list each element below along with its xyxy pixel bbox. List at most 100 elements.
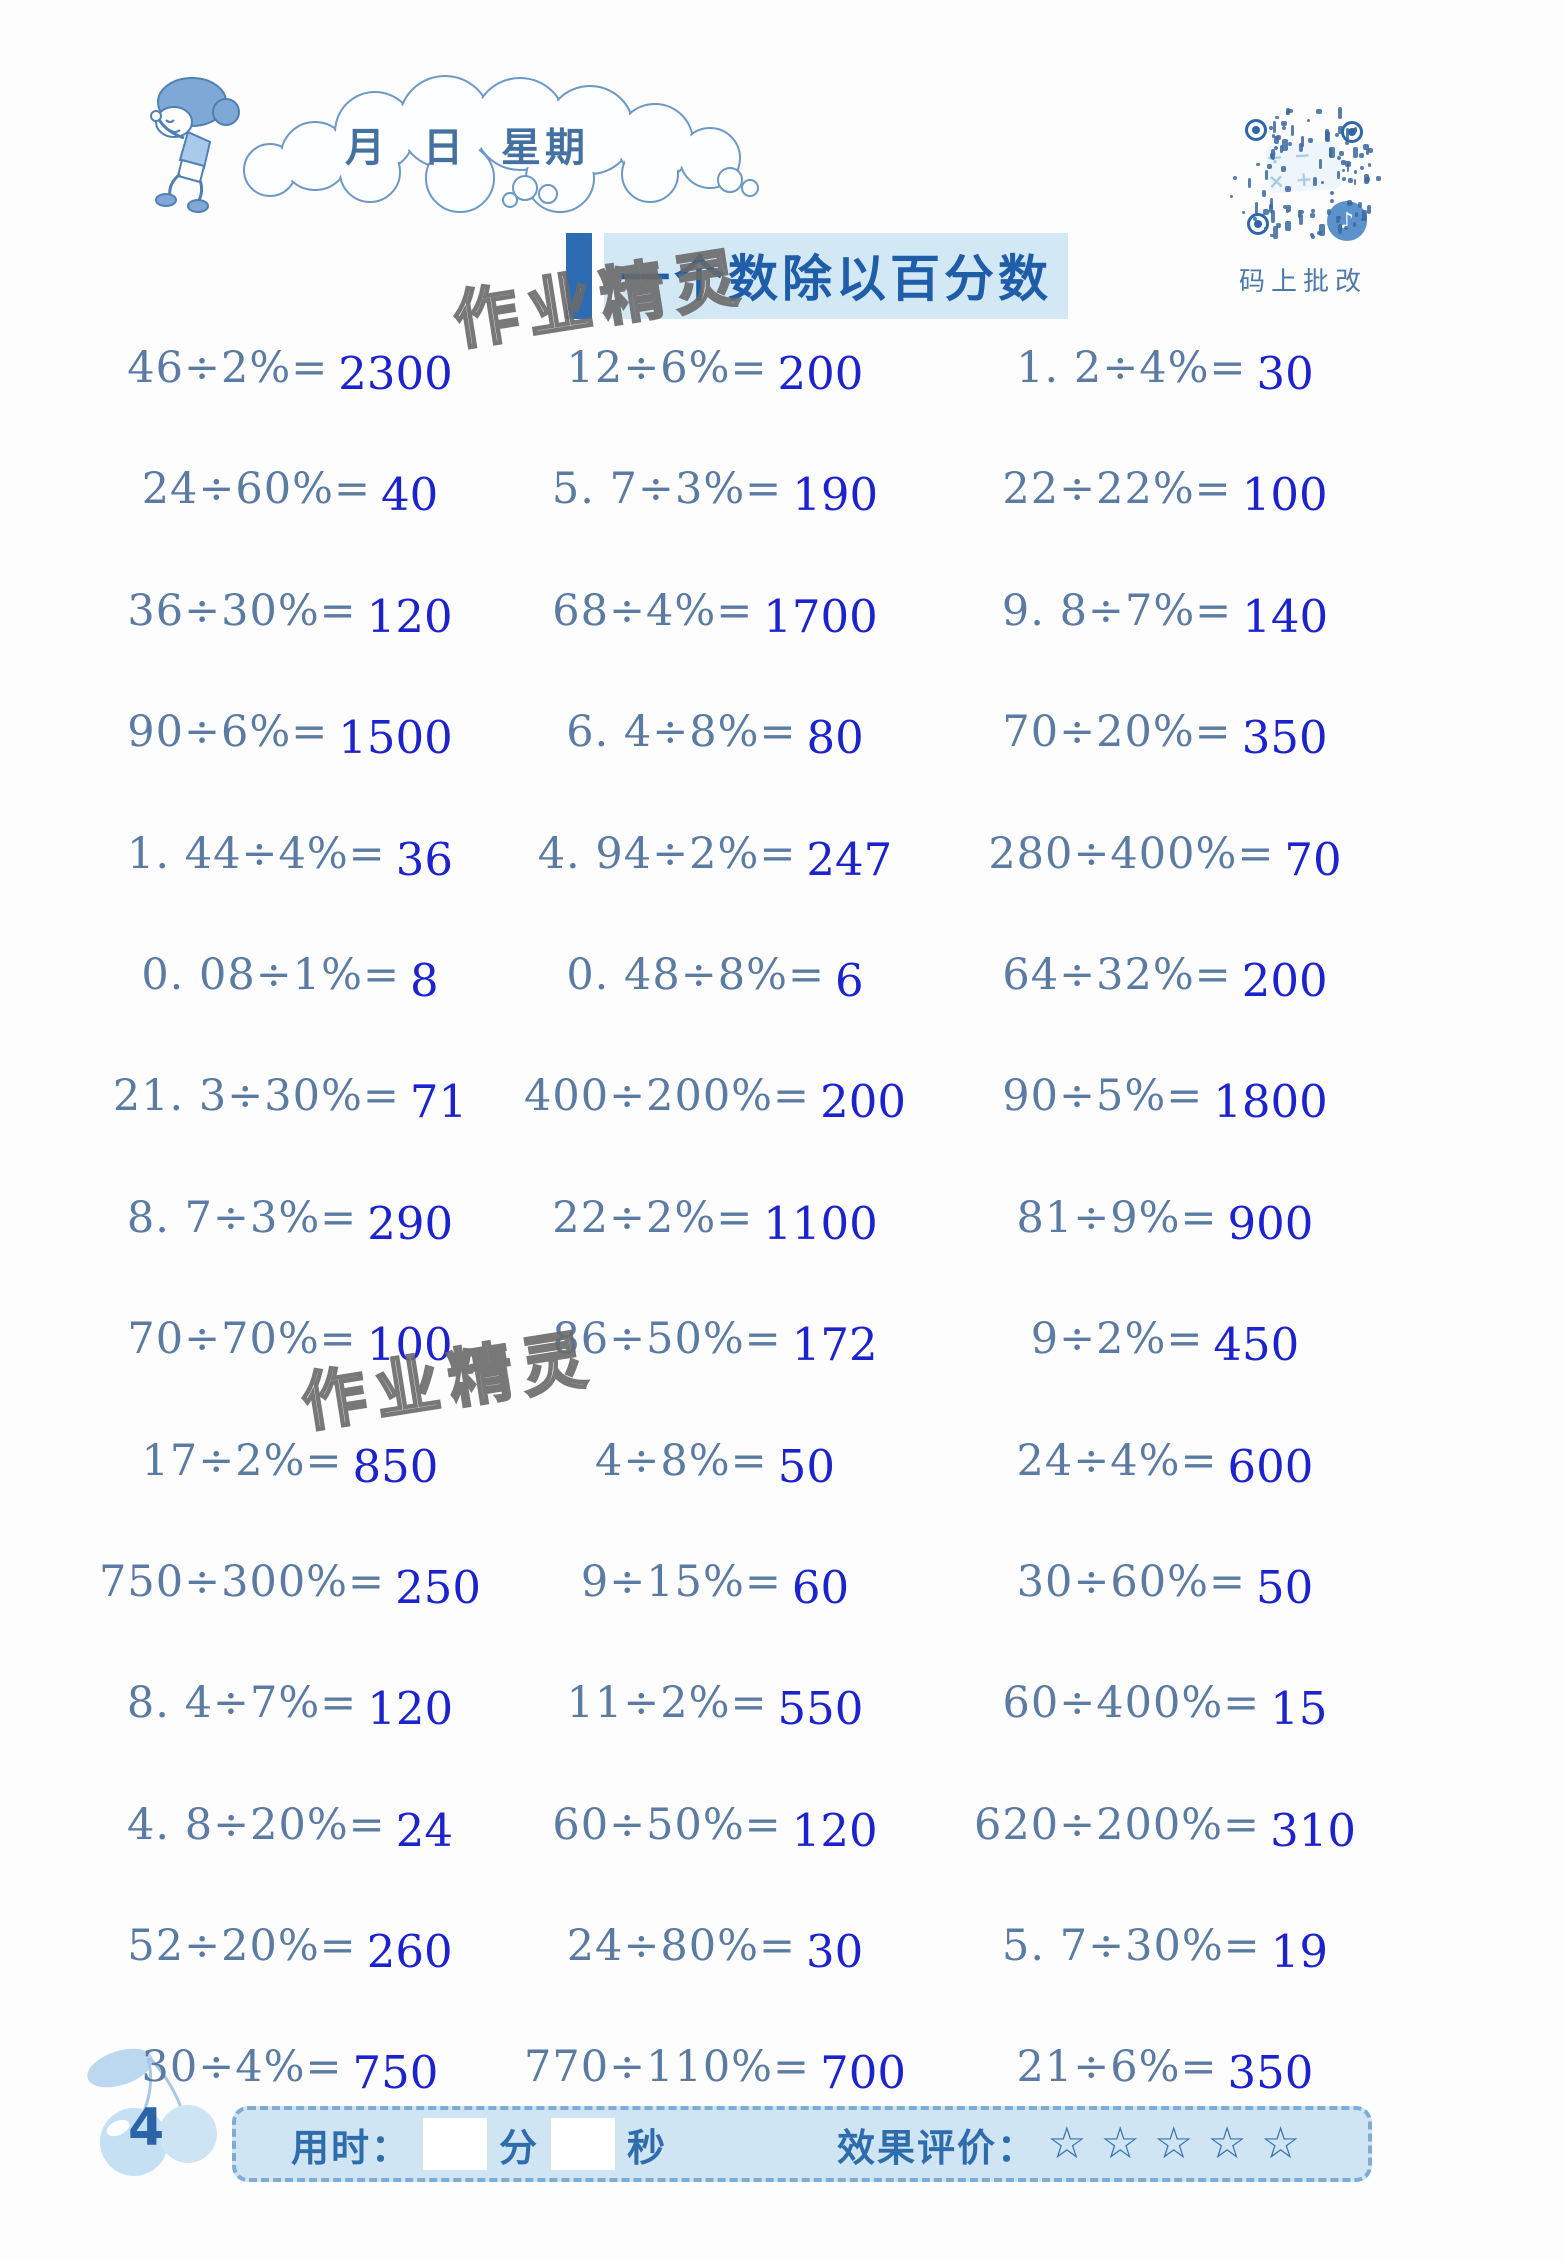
handwritten-answer: 200 [820,1075,906,1129]
problem-expression: 70÷20%= [1002,707,1232,758]
qr-dot [1347,178,1353,184]
qr-dot [1345,141,1349,145]
problem-expression: 68÷4%= [552,585,754,636]
qr-dot [1288,142,1293,147]
problem-cell: 0. 08÷1%= 8 [60,950,520,1071]
handwritten-answer: 60 [791,1560,850,1614]
problem-expression: 5. 7÷30%= [1002,1921,1261,1972]
problem-cell: 52÷20%= 260 [60,1921,520,2042]
handwritten-answer: 172 [791,1318,878,1372]
problem-expression: 46÷2%= [127,343,329,393]
qr-dot [1283,204,1287,209]
qr-dot [1308,138,1314,143]
problem-expression: 9. 8÷7%= [1001,585,1233,636]
handwritten-answer: 250 [395,1560,481,1614]
problem-cell: 24÷60%= 40 [60,464,520,585]
handwritten-answer: 36 [395,832,453,886]
qr-dot [1367,205,1372,214]
qr-dot [1272,120,1277,134]
problem-cell: 9. 8÷7%= 140 [910,586,1420,707]
problem-expression: 6. 4÷8%= [566,707,797,758]
cherry-illustration [87,2048,217,2176]
qr-dot [1329,147,1336,159]
qr-dot [1336,170,1340,179]
qr-dot [1328,148,1332,158]
handwritten-answer: 71 [409,1075,468,1129]
qr-dot [1325,130,1330,142]
problem-expression: 620÷200%= [974,1799,1261,1850]
running-kid-illustration [150,77,240,213]
qr-dot [1248,178,1252,189]
qr-dot [1272,226,1279,240]
problem-cell: 0. 48÷8%= 6 [520,950,910,1071]
handwritten-answer: 310 [1270,1803,1356,1857]
problem-expression: 22÷2%= [552,1192,754,1243]
qr-dot [1309,232,1315,238]
problem-cell: 9÷2%= 450 [910,1314,1420,1435]
date-labels: 月 日 星期 [345,115,745,173]
problem-expression: 60÷50%= [552,1799,782,1850]
problem-expression: 86÷50%= [552,1314,782,1365]
qr-dot [1274,145,1279,150]
qr-dot [1298,214,1304,225]
header-banner: 月 日 星期 [130,60,770,220]
qr-dot [1276,135,1281,140]
problem-cell: 4. 94÷2%= 247 [520,829,910,950]
qr-dot [1329,190,1334,195]
problems-grid: 46÷2%= 2300 12÷6%= 200 1. 2÷4%= 30 24÷60%= 40 5.… [60,343,1420,2164]
problem-cell: 90÷6%= 1500 [60,707,520,828]
minutes-input-box [423,2118,488,2170]
problem-expression: 0. 08÷1%= [141,949,401,1000]
problem-cell: 46÷2%= 2300 [60,343,520,464]
qr-dot [1286,107,1290,115]
problem-expression: 21÷6%= [1016,2042,1218,2093]
qr-dot [1241,210,1245,214]
qr-dot [1275,115,1280,120]
problem-expression: 52÷20%= [127,1921,357,1972]
qr-dot [1313,177,1318,186]
problem-expression: 24÷80%= [566,1921,797,1972]
qr-dot [1320,180,1325,185]
handwritten-answer: 200 [777,347,864,400]
problem-expression: 770÷110%= [524,2042,811,2093]
qr-dot [1329,198,1334,203]
qr-dot [1269,197,1274,209]
handwritten-answer: 6 [835,953,864,1007]
qr-dot [1316,108,1322,115]
problem-cell: 4. 8÷20%= 24 [60,1800,520,1921]
problem-cell: 60÷50%= 120 [520,1800,910,1921]
problem-expression: 24÷60%= [141,464,372,515]
handwritten-answer: 290 [367,1196,454,1250]
handwritten-answer: 80 [806,711,864,765]
qr-dot [1284,186,1291,192]
day-label: 日 [423,125,467,171]
problem-cell: 81÷9%= 900 [910,1193,1420,1314]
handwritten-answer: 260 [366,1925,453,1979]
problem-cell: 21÷6%= 350 [910,2042,1420,2163]
qr-dot [1281,125,1287,131]
qr-dot [1287,108,1293,114]
problem-expression: 280÷400%= [988,828,1275,879]
problem-expression: 90÷5%= [1002,1071,1204,1122]
qr-dot [1354,212,1359,217]
handwritten-answer: 19 [1270,1925,1328,1979]
problem-cell: 30÷4%= 750 [60,2042,520,2163]
qr-dot [1309,213,1315,219]
qr-dot [1359,165,1365,170]
problem-cell: 17÷2%= 850 [60,1436,520,1557]
star-icon: ☆ [1260,2118,1301,2169]
problem-expression: 4. 8÷20%= [127,1799,386,1850]
qr-dot [1271,134,1276,139]
qr-dot [1256,162,1260,166]
problem-expression: 1. 44÷4%= [127,828,386,879]
problem-cell: 12÷6%= 200 [520,343,910,464]
problem-expression: 12÷6%= [566,343,768,393]
handwritten-answer: 8 [410,953,439,1007]
qr-dot [1340,159,1347,166]
problem-cell: 22÷22%= 100 [910,464,1420,585]
problem-expression: 11÷2%= [566,1678,768,1729]
problem-expression: 1. 2÷4%= [1016,343,1247,393]
qr-dot [1336,219,1341,224]
problem-expression: 8. 7÷3%= [126,1192,358,1243]
